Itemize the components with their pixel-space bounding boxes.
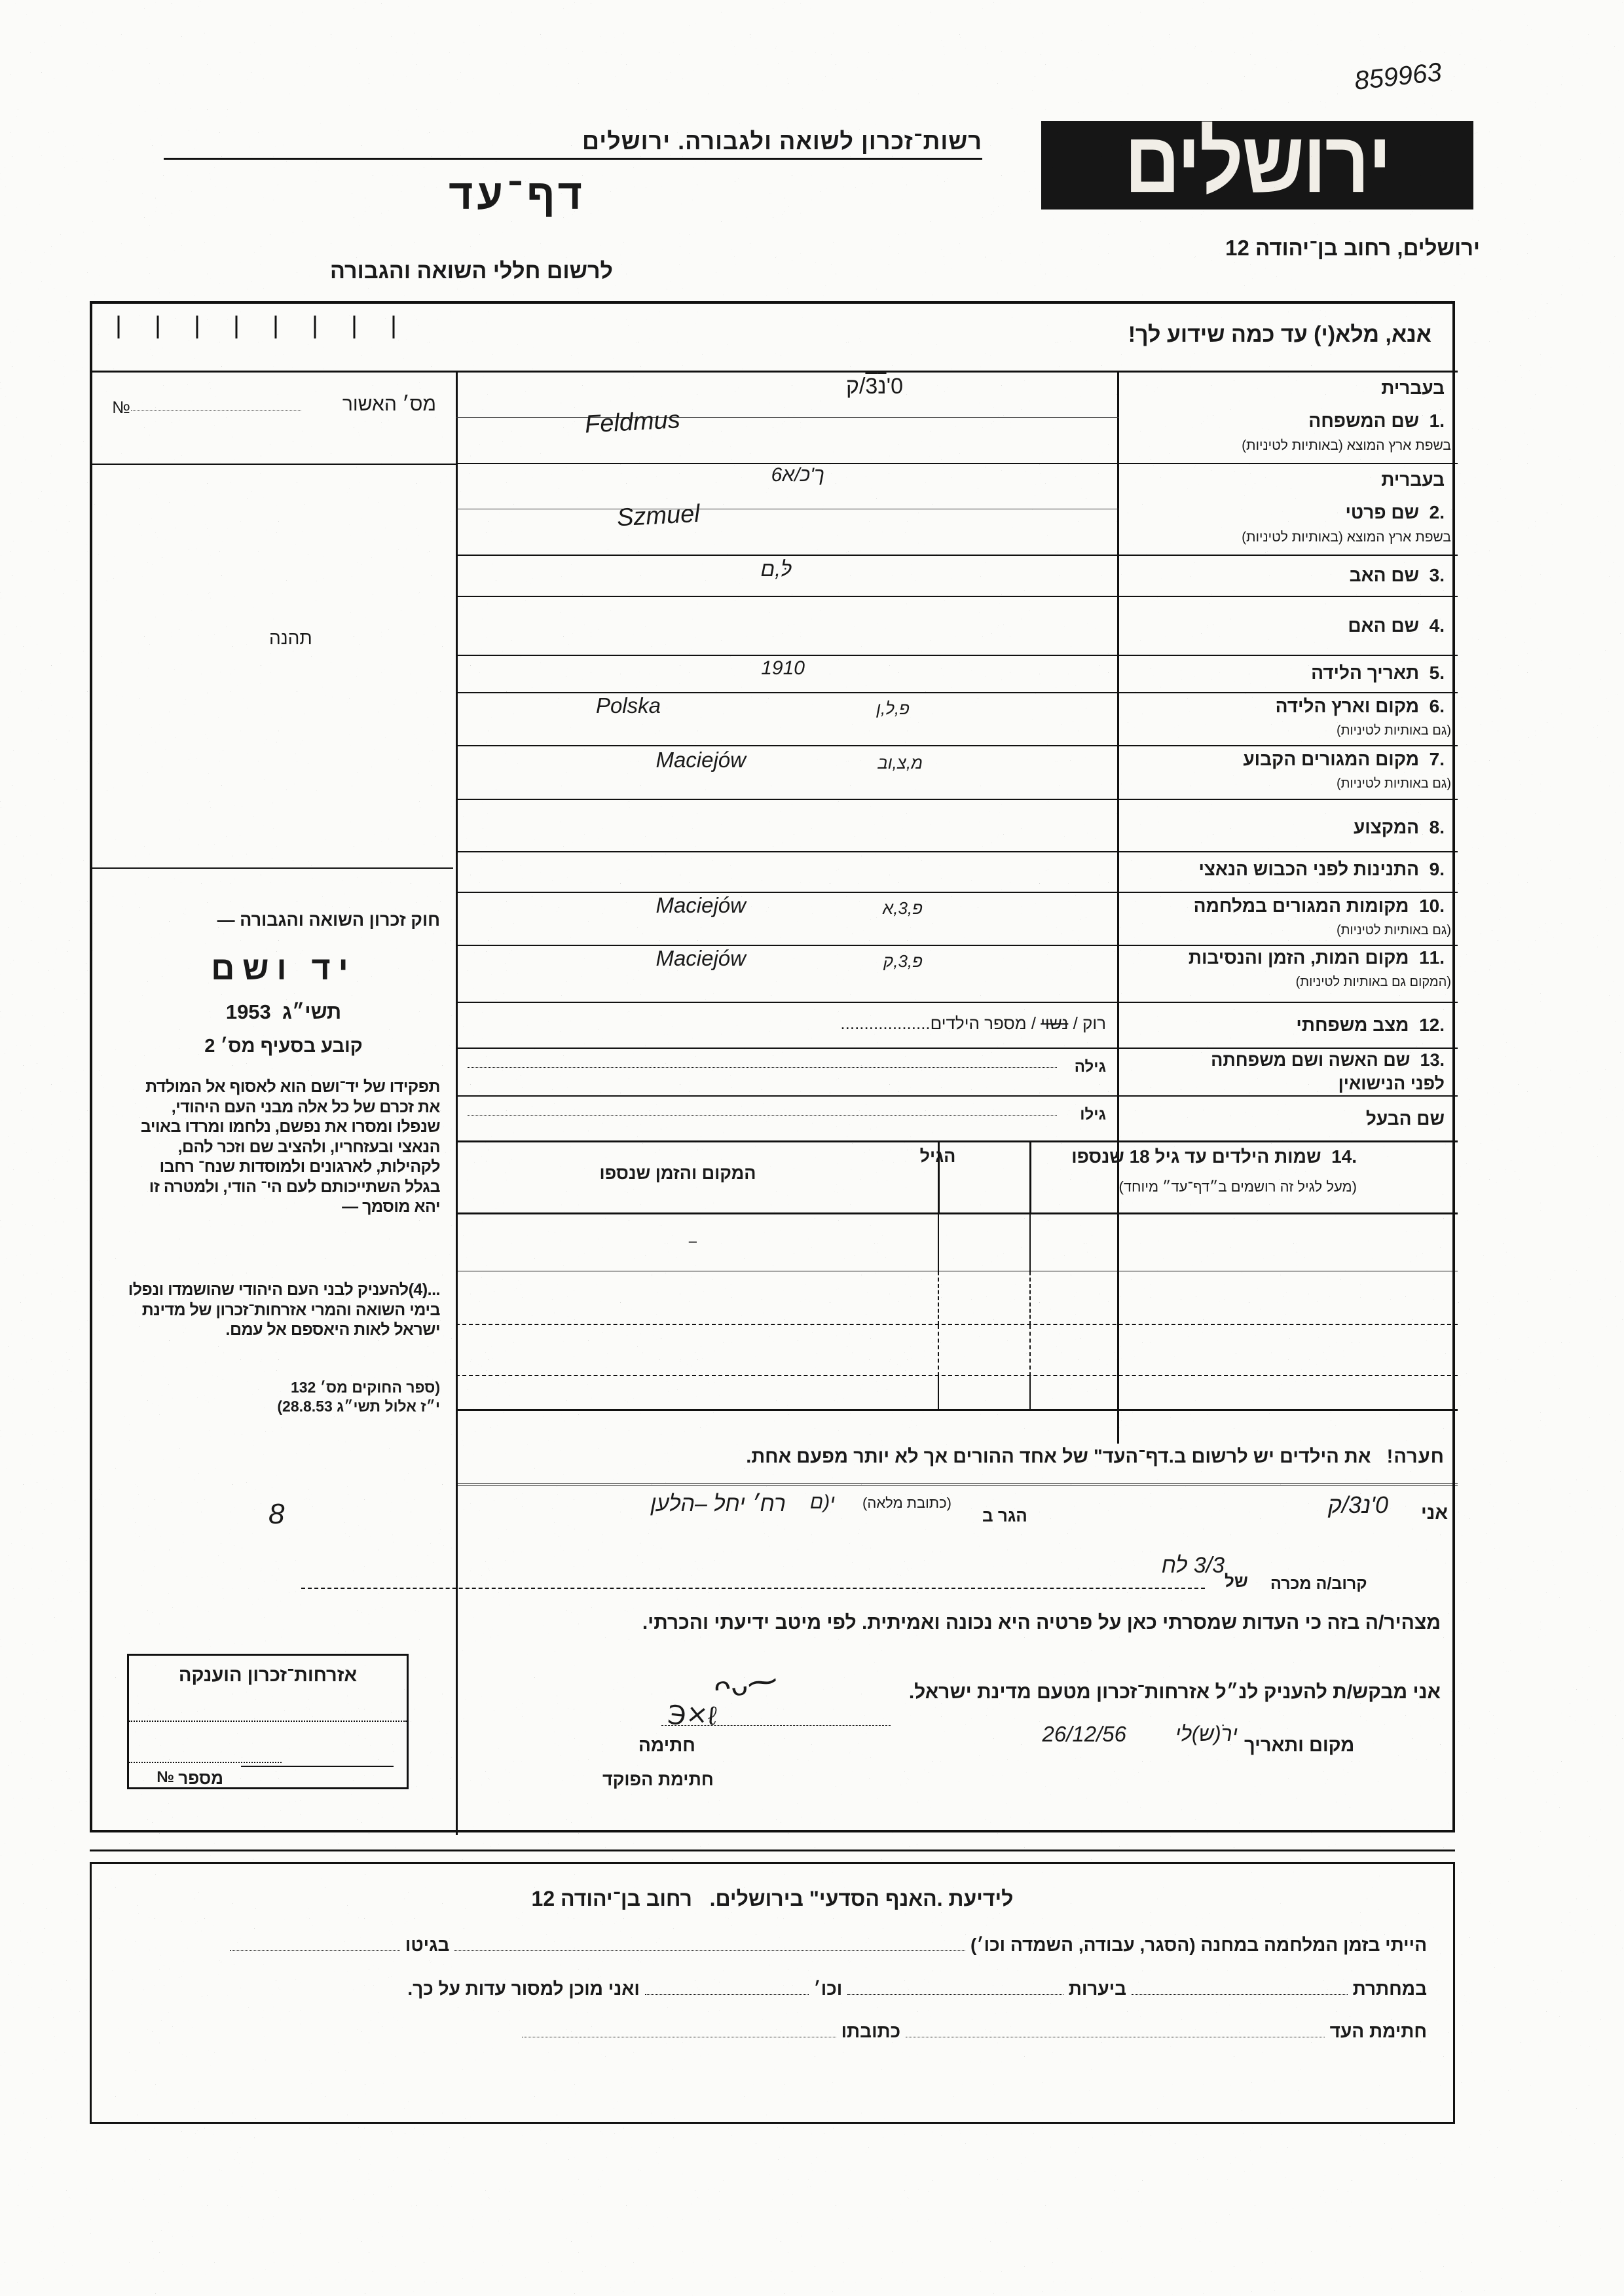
svg-text:ירושלים: ירושלים	[1124, 121, 1390, 210]
